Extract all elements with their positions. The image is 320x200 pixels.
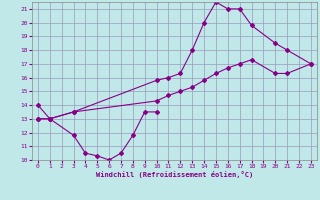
X-axis label: Windchill (Refroidissement éolien,°C): Windchill (Refroidissement éolien,°C) [96,171,253,178]
